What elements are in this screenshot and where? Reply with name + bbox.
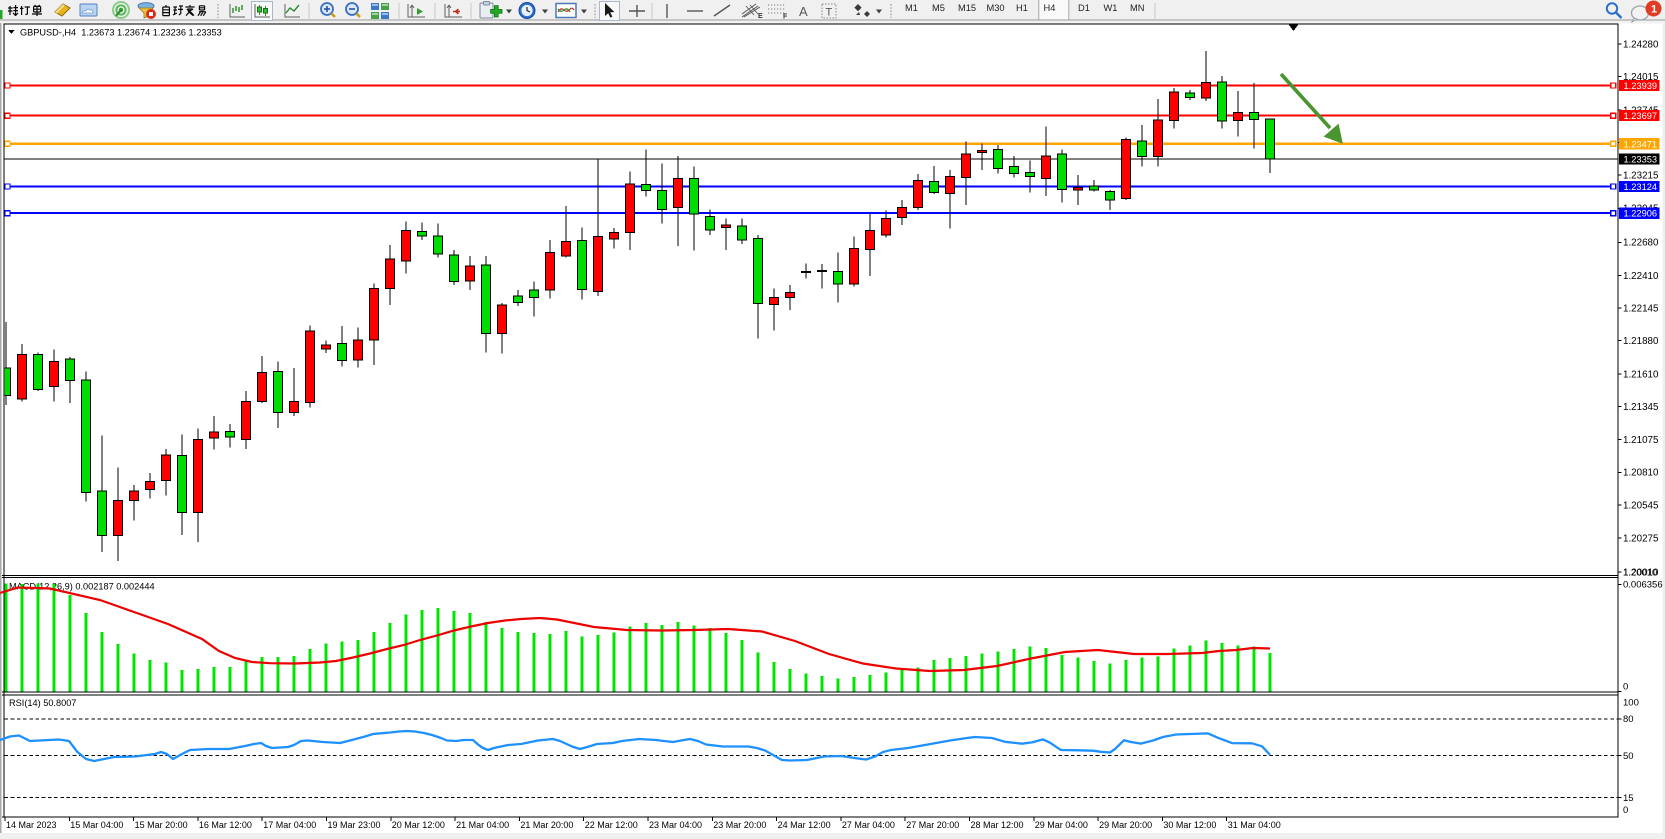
svg-text:E: E <box>758 13 763 20</box>
svg-text:1.22906: 1.22906 <box>1624 209 1658 219</box>
svg-text:31 Mar 04:00: 31 Mar 04:00 <box>1228 820 1281 830</box>
svg-text:1.23697: 1.23697 <box>1624 111 1658 121</box>
svg-text:1.22145: 1.22145 <box>1623 304 1659 315</box>
svg-text:15 Mar 04:00: 15 Mar 04:00 <box>70 820 123 830</box>
svg-text:1.21075: 1.21075 <box>1623 435 1659 446</box>
svg-text:1.20010: 1.20010 <box>1623 567 1659 578</box>
svg-text:20 Mar 12:00: 20 Mar 12:00 <box>392 820 445 830</box>
svg-text:F: F <box>783 14 788 21</box>
svg-text:1: 1 <box>1651 4 1657 16</box>
svg-text:80: 80 <box>1623 714 1634 725</box>
svg-text:1.22680: 1.22680 <box>1623 238 1659 249</box>
svg-text:16 Mar 12:00: 16 Mar 12:00 <box>199 820 252 830</box>
svg-text:W1: W1 <box>1104 3 1118 13</box>
svg-text:RSI(14) 50.8007: RSI(14) 50.8007 <box>9 698 76 708</box>
svg-text:15 Mar 20:00: 15 Mar 20:00 <box>135 820 188 830</box>
svg-text:D1: D1 <box>1078 3 1090 13</box>
svg-text:M1: M1 <box>905 3 918 13</box>
svg-text:29 Mar 20:00: 29 Mar 20:00 <box>1099 820 1152 830</box>
svg-text:0: 0 <box>1623 805 1628 816</box>
svg-text:27 Mar 04:00: 27 Mar 04:00 <box>842 820 895 830</box>
svg-text:A: A <box>799 4 808 19</box>
svg-text:M15: M15 <box>958 3 976 13</box>
svg-text:MN: MN <box>1130 3 1144 13</box>
svg-text:1.24015: 1.24015 <box>1623 72 1659 83</box>
svg-text:15: 15 <box>1623 793 1634 804</box>
svg-text:1.21610: 1.21610 <box>1623 369 1659 380</box>
svg-text:14 Mar 2023: 14 Mar 2023 <box>6 820 57 830</box>
svg-text:H4: H4 <box>1044 3 1056 13</box>
svg-text:19 Mar 23:00: 19 Mar 23:00 <box>328 820 381 830</box>
svg-text:1.20010: 1.20010 <box>1623 567 1657 578</box>
svg-text:27 Mar 20:00: 27 Mar 20:00 <box>906 820 959 830</box>
svg-text:0: 0 <box>1623 681 1628 692</box>
svg-text:1.20275: 1.20275 <box>1623 534 1659 545</box>
svg-text:50: 50 <box>1623 751 1634 762</box>
svg-text:28 Mar 12:00: 28 Mar 12:00 <box>971 820 1024 830</box>
svg-text:H1: H1 <box>1016 3 1028 13</box>
svg-text:1.23353: 1.23353 <box>1624 155 1658 165</box>
svg-text:23 Mar 20:00: 23 Mar 20:00 <box>713 820 766 830</box>
svg-text:1.23939: 1.23939 <box>1624 81 1658 91</box>
svg-text:M5: M5 <box>932 3 945 13</box>
svg-text:1.21880: 1.21880 <box>1623 336 1659 347</box>
svg-text:30 Mar 12:00: 30 Mar 12:00 <box>1163 820 1216 830</box>
svg-text:GBPUSD-,H4 1.23673 1.23674 1.: GBPUSD-,H4 1.23673 1.23674 1.23236 1.233… <box>20 28 222 38</box>
svg-text:1.23471: 1.23471 <box>1624 139 1658 149</box>
svg-text:1.21345: 1.21345 <box>1623 402 1659 413</box>
svg-text:M30: M30 <box>987 3 1005 13</box>
svg-text:23 Mar 04:00: 23 Mar 04:00 <box>649 820 702 830</box>
svg-text:100: 100 <box>1623 697 1639 708</box>
svg-text:1.20810: 1.20810 <box>1623 468 1659 479</box>
svg-text:1.20545: 1.20545 <box>1623 500 1659 511</box>
svg-text:1.23124: 1.23124 <box>1624 182 1658 192</box>
svg-text:1.24280: 1.24280 <box>1623 40 1659 51</box>
svg-text:21 Mar 04:00: 21 Mar 04:00 <box>456 820 509 830</box>
svg-text:MACD(12,26,9) 0.002187 0.00244: MACD(12,26,9) 0.002187 0.002444 <box>9 582 155 592</box>
svg-text:22 Mar 12:00: 22 Mar 12:00 <box>585 820 638 830</box>
svg-text:17 Mar 04:00: 17 Mar 04:00 <box>263 820 316 830</box>
svg-text:21 Mar 20:00: 21 Mar 20:00 <box>520 820 573 830</box>
svg-text:24 Mar 12:00: 24 Mar 12:00 <box>778 820 831 830</box>
svg-text:29 Mar 04:00: 29 Mar 04:00 <box>1035 820 1088 830</box>
svg-text:1.22410: 1.22410 <box>1623 271 1659 282</box>
svg-text:1.23215: 1.23215 <box>1623 171 1659 182</box>
svg-text:0.006356: 0.006356 <box>1623 580 1663 591</box>
svg-text:T: T <box>826 7 833 19</box>
